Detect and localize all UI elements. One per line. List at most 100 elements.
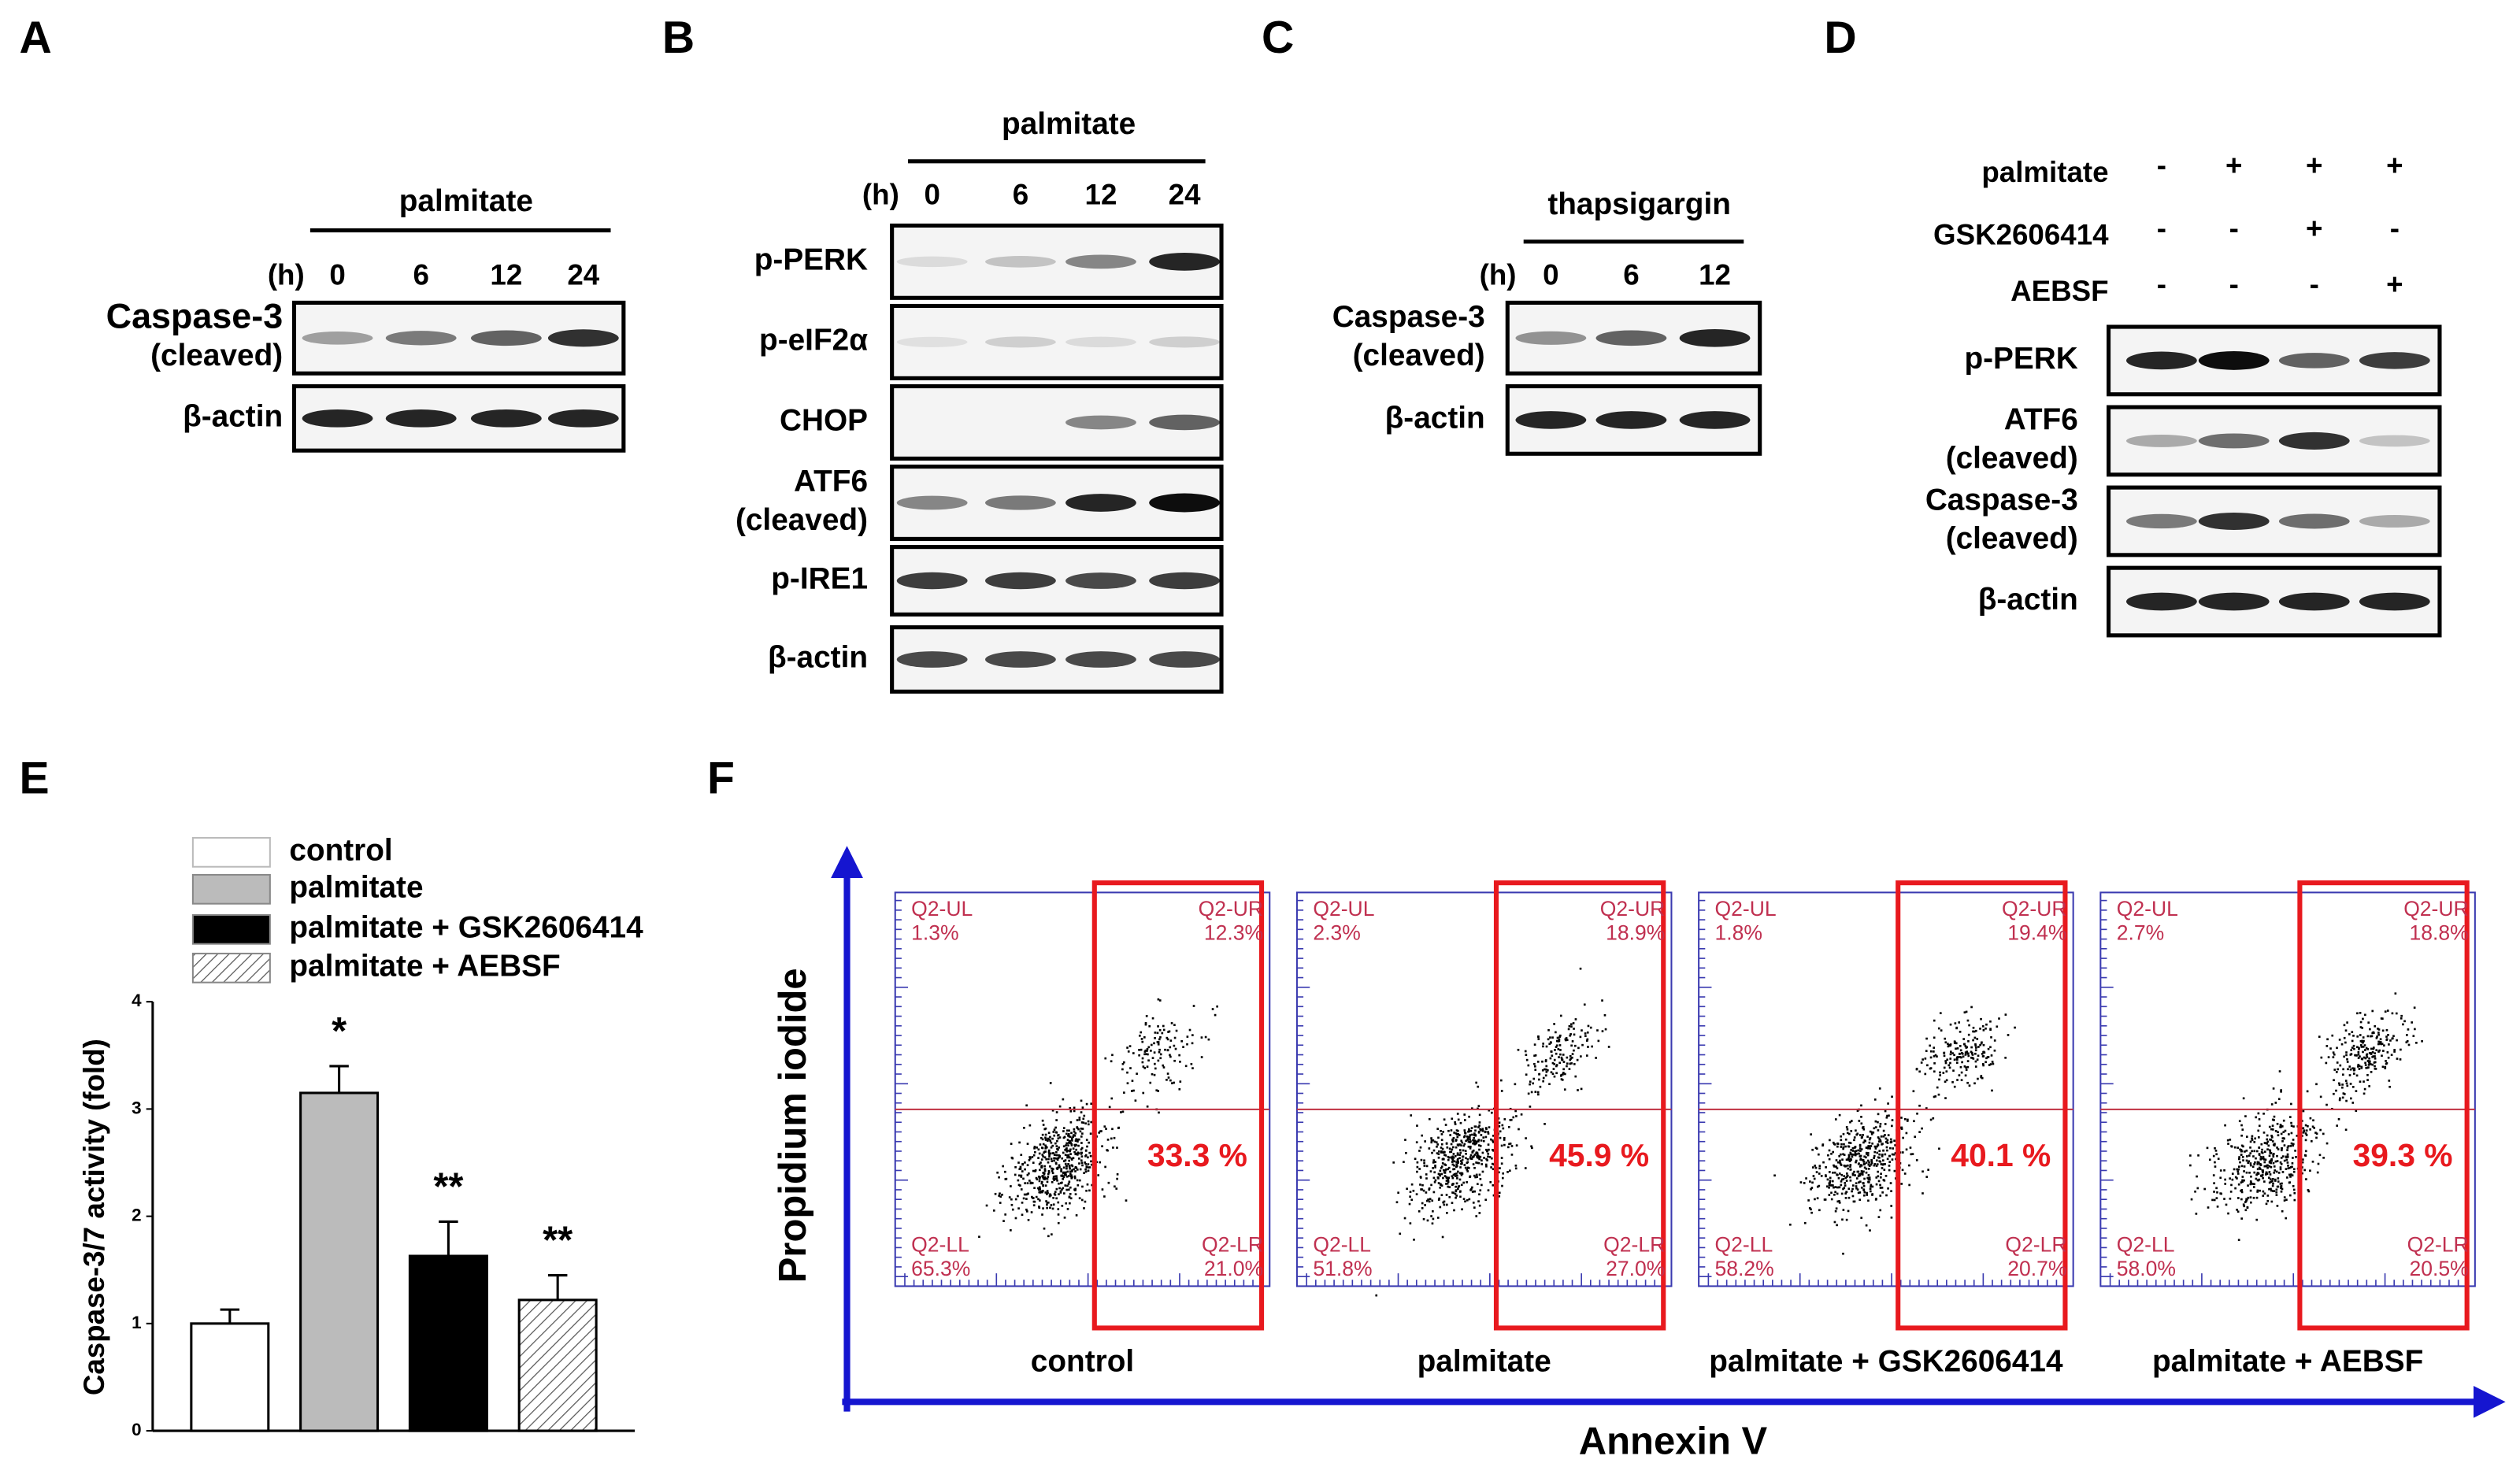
- scatter-dot: [1087, 1169, 1090, 1172]
- scatter-dot: [1514, 1109, 1517, 1113]
- scatter-dot: [1964, 1054, 1967, 1056]
- scatter-dot: [1990, 1036, 1992, 1039]
- scatter-dot: [1413, 1239, 1415, 1241]
- scatter-dot: [1104, 1057, 1107, 1060]
- scatter-dot: [1877, 1175, 1880, 1178]
- scatter-dot: [1909, 1146, 1912, 1149]
- scatter-dot: [2366, 1048, 2370, 1050]
- scatter-dot: [2264, 1173, 2267, 1176]
- scatter-dot: [1432, 1209, 1434, 1213]
- scatter-dot: [1447, 1158, 1450, 1161]
- scatter-dot: [1073, 1168, 1075, 1171]
- scatter-dot: [1562, 1072, 1565, 1074]
- scatter-dot: [1534, 1069, 1537, 1071]
- scatter-dot: [1068, 1159, 1070, 1162]
- scatter-dot: [1041, 1213, 1043, 1216]
- scatter-dot: [1569, 1034, 1572, 1037]
- blot-band: [2359, 515, 2430, 528]
- scatter-dot: [1457, 1118, 1460, 1121]
- scatter-dot: [1564, 1038, 1567, 1041]
- blot-band: [1149, 336, 1220, 348]
- scatter-dot: [1484, 1127, 1488, 1129]
- scatter-dot: [1547, 1038, 1550, 1041]
- scatter-dot: [1059, 1191, 1062, 1194]
- scatter-dot: [1845, 1172, 1848, 1175]
- scatter-dot: [2346, 1021, 2348, 1024]
- scatter-dot: [1086, 1145, 1088, 1148]
- scatter-dot: [1157, 1090, 1159, 1092]
- scatter-dot: [1586, 1031, 1589, 1034]
- scatter-dot: [2336, 1124, 2338, 1127]
- scatter-dot: [1789, 1223, 1792, 1226]
- scatter-dot: [1961, 1061, 1963, 1064]
- scatter-dot: [2345, 1082, 2348, 1085]
- scatter-dot: [1456, 1152, 1459, 1155]
- scatter-dot: [1434, 1161, 1437, 1163]
- scatter-dot: [1145, 1014, 1148, 1017]
- scatter-dot: [1110, 1137, 1113, 1140]
- scatter-dot: [2196, 1175, 2198, 1178]
- scatter-dot: [1881, 1163, 1884, 1166]
- scatter-dot: [1830, 1152, 1833, 1155]
- scatter-dot: [1539, 1085, 1542, 1088]
- scatter-dot: [2366, 1060, 2370, 1062]
- scatter-dot: [2342, 1092, 2345, 1095]
- scatter-dot: [1577, 1089, 1579, 1091]
- scatter-dot: [1889, 1146, 1892, 1150]
- scatter-dot: [1018, 1141, 1021, 1144]
- scatter-dot: [1073, 1134, 1075, 1136]
- scatter-dot: [1038, 1206, 1041, 1209]
- scatter-dot: [1467, 1145, 1470, 1148]
- scatter-dot: [1480, 1129, 1482, 1132]
- quadrant-label: 58.0%: [2117, 1257, 2176, 1280]
- scatter-dot: [1173, 1036, 1177, 1039]
- scatter-dot: [1870, 1161, 1873, 1165]
- scatter-dot: [1473, 1143, 1477, 1145]
- scatter-dot: [1466, 1139, 1469, 1141]
- scatter-dot: [1072, 1157, 1075, 1160]
- scatter-dot: [1868, 1161, 1870, 1164]
- scatter-dot: [1051, 1168, 1054, 1171]
- quadrant-label: Q2-UR: [1199, 897, 1264, 921]
- y-tick-label: 3: [132, 1098, 141, 1117]
- scatter-dot: [2279, 1124, 2282, 1126]
- scatter-dot: [2385, 1039, 2388, 1041]
- scatter-dot: [2270, 1159, 2273, 1162]
- scatter-dot: [2364, 1064, 2367, 1066]
- scatter-dot: [2270, 1135, 2273, 1137]
- scatter-dot: [2249, 1180, 2252, 1183]
- scatter-dot: [1920, 1061, 1923, 1064]
- scatter-dot: [1476, 1153, 1479, 1156]
- scatter-dot: [1944, 1037, 1947, 1040]
- scatter-dot: [1844, 1184, 1847, 1187]
- scatter-dot: [1855, 1129, 1857, 1132]
- scatter-dot: [2211, 1198, 2214, 1202]
- scatter-dot: [2345, 1054, 2348, 1057]
- scatter-dot: [1903, 1172, 1907, 1175]
- scatter-dot: [2338, 1083, 2341, 1087]
- scatter-dot: [2322, 1132, 2325, 1135]
- quadrant-label: 2.7%: [2117, 921, 2164, 944]
- scatter-dot: [2238, 1156, 2240, 1158]
- scatter-dot: [2370, 1035, 2374, 1038]
- scatter-dot: [1947, 1043, 1951, 1046]
- lane-label: 6: [1623, 258, 1639, 291]
- scatter-dot: [1151, 1072, 1154, 1076]
- scatter-dot: [1925, 1037, 1928, 1040]
- scatter-dot: [2377, 1050, 2380, 1053]
- scatter-dot: [1850, 1120, 1853, 1122]
- scatter-dot: [2302, 1158, 2304, 1161]
- scatter-dot: [1881, 1191, 1884, 1194]
- scatter-dot: [2309, 1128, 2311, 1131]
- scatter-dot: [1976, 1038, 1979, 1040]
- scatter-dot: [1884, 1109, 1887, 1113]
- legend-label: palmitate + GSK2606414: [289, 911, 643, 945]
- scatter-dot: [1514, 1167, 1518, 1170]
- scatter-dot: [1442, 1151, 1445, 1154]
- condition-sign: -: [2229, 212, 2239, 244]
- scatter-dot: [2219, 1176, 2222, 1180]
- scatter-dot: [1814, 1198, 1816, 1201]
- scatter-dot: [1888, 1154, 1891, 1158]
- scatter-dot: [1075, 1167, 1078, 1169]
- scatter-dot: [1447, 1129, 1450, 1132]
